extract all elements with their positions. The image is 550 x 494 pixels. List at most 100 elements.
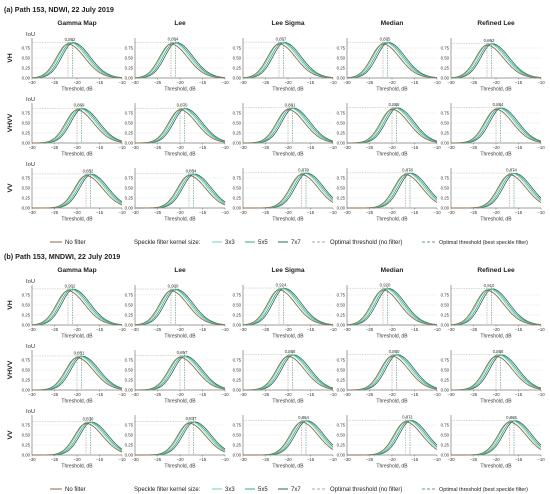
- pol-label: VH: [7, 53, 14, 63]
- curve-5x5: [135, 421, 226, 456]
- x-tick-label: −30: [447, 145, 455, 150]
- y-tick-label: 0.50: [337, 121, 346, 126]
- curve-no-filter: [347, 421, 438, 456]
- x-tick-label: −20: [284, 80, 292, 85]
- x-axis-label: Threshold, dB: [164, 217, 196, 223]
- panel-title: (b) Path 153, MNDWI, 22 July 2019: [4, 252, 120, 261]
- y-tick-label: 0.50: [233, 121, 242, 126]
- y-tick-label: 0.75: [441, 176, 450, 181]
- y-tick-label: 0.50: [441, 368, 450, 373]
- x-tick-label: −15: [307, 210, 315, 215]
- curve-no-filter: [134, 109, 226, 144]
- curve-7x7: [32, 421, 123, 456]
- y-tick-label: 0.50: [233, 186, 242, 191]
- curve-no-filter: [346, 289, 438, 326]
- x-tick-label: −20: [388, 210, 396, 215]
- x-tick-label: −10: [118, 457, 126, 462]
- y-tick-label: 0.00: [441, 323, 450, 328]
- x-tick-label: −15: [411, 392, 419, 397]
- curve-7x7: [32, 173, 123, 209]
- peak-label: 0.920: [380, 283, 391, 288]
- x-tick-label: −10: [118, 80, 126, 85]
- y-tick-label: 0.50: [22, 368, 31, 373]
- x-tick-label: −25: [262, 80, 270, 85]
- curve-3x3: [31, 42, 123, 79]
- peak-label: 0.892: [65, 37, 76, 42]
- curve-5x5: [32, 421, 123, 456]
- peak-label: 0.910: [484, 283, 495, 288]
- y-tick-label: 0.25: [337, 131, 346, 136]
- y-tick-label: 0.25: [337, 66, 346, 71]
- y-tick-label: 0.75: [125, 293, 134, 298]
- curve-no-filter: [243, 421, 334, 456]
- x-tick-label: −15: [96, 80, 104, 85]
- y-tick-label: 0.00: [125, 76, 134, 81]
- x-axis-label: Threshold, dB: [272, 334, 304, 340]
- panel-title: (a) Path 153, NDWI, 22 July 2019: [4, 5, 114, 14]
- legend: No filter Speckle filter kernel size: 3x3 5…: [50, 240, 528, 246]
- curve-5x5: [346, 42, 438, 79]
- y-axis-label: IoU: [26, 409, 35, 415]
- y-tick-label: 0.50: [337, 433, 346, 438]
- y-tick-label: 0.75: [233, 423, 242, 428]
- curve-7x7: [31, 42, 123, 79]
- legend-k5: 5x5: [258, 240, 268, 246]
- x-tick-label: −25: [154, 327, 162, 332]
- x-tick-label: −20: [492, 80, 500, 85]
- x-tick-label: −20: [284, 327, 292, 332]
- x-tick-label: −30: [239, 210, 247, 215]
- x-axis-label: Threshold, dB: [376, 217, 408, 223]
- x-tick-label: −30: [447, 210, 455, 215]
- y-tick-label: 0.50: [441, 433, 450, 438]
- x-tick-label: −30: [343, 457, 351, 462]
- curve-no-filter: [451, 355, 542, 391]
- x-tick-label: −25: [262, 327, 270, 332]
- y-tick-label: 0.75: [22, 46, 31, 51]
- peak-label: 0.886: [389, 102, 400, 107]
- y-tick-label: 0.75: [22, 293, 31, 298]
- y-tick-label: 0.75: [441, 293, 450, 298]
- legend-opt-nofilter: Optimal threshold (no filter): [330, 240, 402, 246]
- subplot: 0.00 0.25 0.50 0.75 −30 −25 −20 −15 −10 Threshold…: [441, 415, 546, 470]
- x-tick-label: −10: [433, 457, 441, 462]
- y-tick-label: 0.75: [125, 111, 134, 116]
- x-tick-label: −25: [262, 392, 270, 397]
- x-tick-label: −20: [284, 457, 292, 462]
- y-tick-label: 0.00: [22, 453, 31, 458]
- x-tick-label: −30: [343, 80, 351, 85]
- y-tick-label: 0.00: [337, 453, 346, 458]
- y-tick-label: 0.00: [233, 141, 242, 146]
- y-tick-label: 0.25: [337, 196, 346, 201]
- x-tick-label: −25: [51, 392, 59, 397]
- x-tick-label: −25: [154, 457, 162, 462]
- x-tick-label: −20: [73, 327, 81, 332]
- x-tick-label: −20: [284, 392, 292, 397]
- y-axis-label: IoU: [26, 279, 35, 285]
- x-tick-label: −10: [329, 145, 337, 150]
- y-tick-label: 0.75: [125, 176, 134, 181]
- legend-kernel-label: Speckle filter kernel size:: [134, 240, 201, 246]
- y-tick-label: 0.25: [22, 131, 31, 136]
- filter-title: Lee Sigma: [272, 267, 305, 274]
- curve-5x5: [242, 42, 334, 79]
- y-tick-label: 0.75: [337, 423, 346, 428]
- curve-5x5: [450, 43, 542, 79]
- peak-label: 0.874: [506, 168, 517, 173]
- y-tick-label: 0.25: [125, 313, 134, 318]
- peak-label: 0.897: [276, 37, 287, 42]
- peak-label: 0.863: [484, 38, 495, 43]
- y-tick-label: 0.00: [441, 76, 450, 81]
- x-tick-label: −15: [515, 210, 523, 215]
- x-tick-label: −15: [515, 327, 523, 332]
- x-tick-label: −15: [199, 457, 207, 462]
- subplot: 0.00 0.25 0.50 0.75 −30 −25 −20 −15 −10 Threshold…: [22, 409, 127, 470]
- x-tick-label: −15: [199, 392, 207, 397]
- x-axis-label: Threshold, dB: [272, 152, 304, 158]
- x-axis-label: Threshold, dB: [61, 464, 93, 470]
- x-tick-label: −10: [329, 210, 337, 215]
- y-tick-label: 0.50: [22, 121, 31, 126]
- y-tick-label: 0.50: [233, 433, 242, 438]
- subplot: 0.00 0.25 0.50 0.75 −30 −25 −20 −15 −10 Threshold…: [125, 350, 229, 405]
- x-tick-label: −10: [433, 210, 441, 215]
- x-tick-label: −15: [307, 457, 315, 462]
